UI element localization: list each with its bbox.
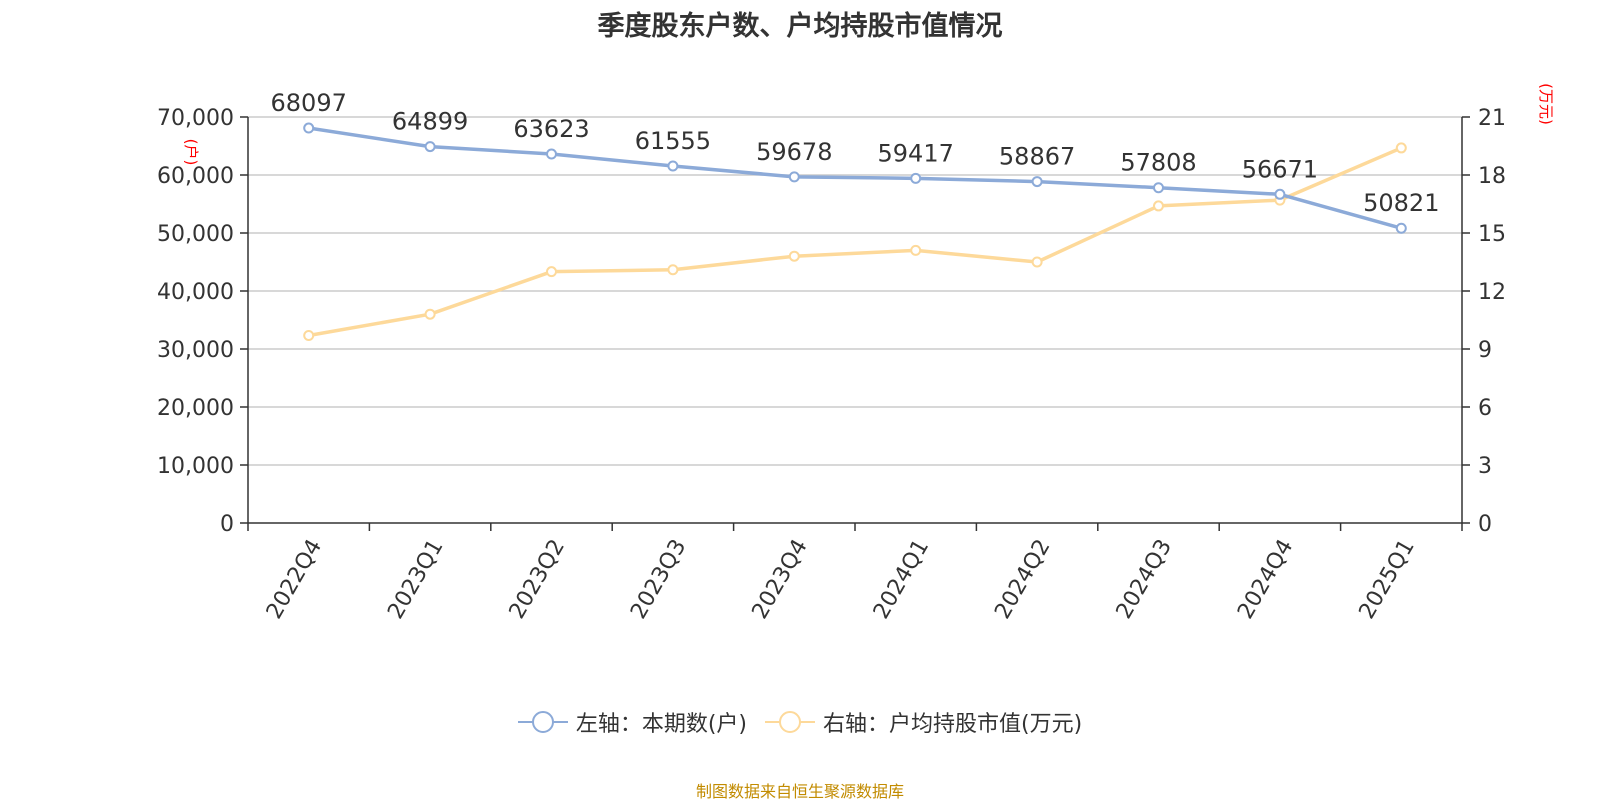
x-axis-tick-label: 2024Q1 bbox=[869, 535, 934, 623]
chart-title: 季度股东户数、户均持股市值情况 bbox=[597, 11, 1003, 42]
legend-label-left-series: 左轴：本期数(户) bbox=[575, 712, 747, 737]
right-series-point[interactable] bbox=[303, 329, 315, 341]
right-series-point[interactable] bbox=[1153, 200, 1164, 212]
legend-line-marker-icon bbox=[517, 711, 568, 733]
data-label: 68097 bbox=[271, 89, 347, 117]
left-axis-tick-label: 40,000 bbox=[157, 280, 234, 305]
left-series-point[interactable] bbox=[1395, 222, 1407, 234]
legend-label-right-series: 右轴：户均持股市值(万元) bbox=[823, 712, 1083, 737]
left-series-point[interactable] bbox=[788, 171, 800, 183]
data-labels: 68097 64899 63623 61555 59678 59417 58867 57808… bbox=[271, 89, 1440, 217]
data-label: 61555 bbox=[635, 127, 711, 155]
data-label: 63623 bbox=[513, 115, 589, 143]
right-axis-tick-label: 15 bbox=[1478, 222, 1506, 247]
data-label: 57808 bbox=[1120, 149, 1196, 177]
right-series-line bbox=[308, 146, 1402, 338]
right-axis-tick-label: 21 bbox=[1478, 106, 1506, 131]
left-axis-tick-label: 50,000 bbox=[157, 222, 234, 247]
right-axis-unit-label: (万元) bbox=[1537, 83, 1555, 125]
x-axis-tick-label: 2023Q3 bbox=[626, 535, 691, 623]
left-axis-tick-label: 70,000 bbox=[157, 106, 234, 131]
left-series-line bbox=[308, 126, 1402, 230]
data-label: 59417 bbox=[878, 139, 954, 167]
left-axis-tick-label: 60,000 bbox=[157, 164, 234, 189]
x-axis-tick-label: 2023Q2 bbox=[505, 535, 570, 623]
left-axis-tick-label: 20,000 bbox=[157, 396, 234, 421]
legend-line-marker-icon bbox=[765, 711, 815, 733]
left-series-point[interactable] bbox=[303, 122, 315, 134]
data-label: 56671 bbox=[1242, 155, 1318, 183]
series bbox=[303, 122, 1407, 341]
data-label: 58867 bbox=[999, 143, 1075, 171]
x-axis-tick-label: 2024Q4 bbox=[1233, 535, 1298, 623]
left-series-point[interactable] bbox=[546, 148, 557, 160]
right-axis-tick-label: 6 bbox=[1478, 396, 1492, 421]
legend-item-left-series[interactable]: 左轴：本期数(户) bbox=[517, 706, 747, 738]
axes: 0 10,000 20,000 30,000 40,000 50,000 60,000 70,… bbox=[157, 106, 1506, 623]
left-axis-tick-label: 30,000 bbox=[157, 338, 234, 363]
data-label: 50821 bbox=[1363, 189, 1439, 217]
right-axis-tick-label: 0 bbox=[1478, 512, 1492, 537]
legend-item-right-series[interactable]: 右轴：户均持股市值(万元) bbox=[765, 706, 1082, 738]
right-series-point[interactable] bbox=[424, 308, 436, 320]
x-axis-tick-label: 2023Q1 bbox=[383, 535, 448, 623]
right-series-point[interactable] bbox=[910, 244, 922, 256]
left-series-point[interactable] bbox=[424, 141, 436, 153]
source-note: 制图数据来自恒生聚源数据库 bbox=[695, 782, 904, 801]
x-axis-tick-label: 2022Q4 bbox=[262, 535, 327, 623]
right-axis-tick-label: 3 bbox=[1478, 454, 1492, 479]
left-axis-unit-label: (户) bbox=[182, 139, 200, 166]
x-axis-tick-label: 2023Q4 bbox=[748, 535, 813, 623]
left-axis-tick-label: 10,000 bbox=[157, 454, 234, 479]
data-label: 64899 bbox=[392, 108, 468, 136]
right-series-point[interactable] bbox=[1395, 142, 1407, 154]
right-axis-tick-label: 12 bbox=[1478, 280, 1506, 305]
right-axis-tick-label: 9 bbox=[1478, 338, 1492, 363]
right-axis-tick-label: 18 bbox=[1478, 164, 1506, 189]
left-series-point[interactable] bbox=[1274, 188, 1286, 200]
x-axis-tick-label: 2025Q1 bbox=[1355, 535, 1420, 623]
left-series-point[interactable] bbox=[1153, 182, 1164, 194]
data-label: 59678 bbox=[756, 138, 832, 166]
left-axis-tick-label: 0 bbox=[220, 512, 234, 537]
right-series-point[interactable] bbox=[1031, 256, 1043, 268]
left-series-point[interactable] bbox=[667, 160, 679, 172]
left-series-point[interactable] bbox=[910, 172, 922, 184]
right-series-point[interactable] bbox=[546, 266, 557, 278]
x-axis-tick-label: 2024Q2 bbox=[990, 535, 1055, 623]
x-axis-tick-label: 2024Q3 bbox=[1112, 535, 1177, 623]
legend: 左轴：本期数(户) 右轴：户均持股市值(万元) bbox=[0, 706, 1600, 738]
grid-lines bbox=[248, 116, 1462, 466]
left-series-point[interactable] bbox=[1031, 176, 1043, 188]
right-series-point[interactable] bbox=[788, 250, 800, 262]
right-series-point[interactable] bbox=[667, 264, 679, 276]
